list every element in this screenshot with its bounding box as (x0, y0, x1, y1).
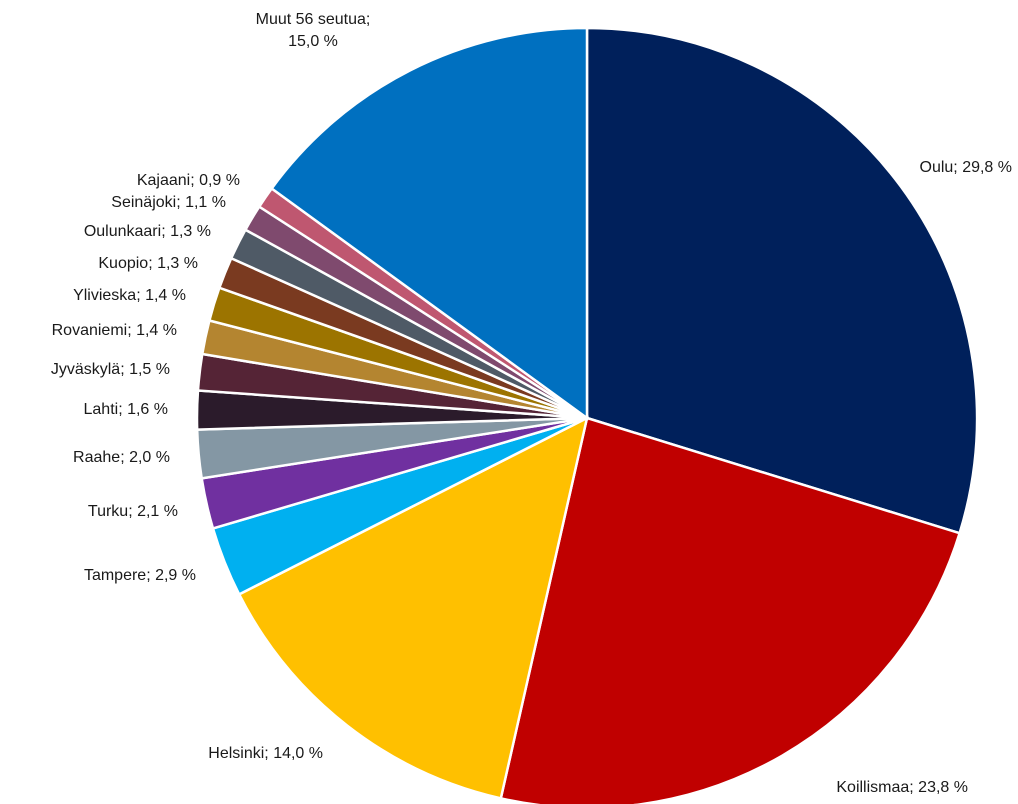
label-seinajoki: Seinäjoki; 1,1 % (111, 194, 226, 211)
slice-labels: Oulu; 29,8 % Koillismaa; 23,8 % Helsinki; … (51, 11, 1012, 796)
label-muut-56-seutua: Muut 56 seutua; 15,0 % (256, 11, 371, 50)
label-rovaniemi: Rovaniemi; 1,4 % (52, 322, 177, 339)
slice-muut-56-seutua (269, 26, 589, 421)
slice-helsinki (237, 415, 589, 800)
slice-koillismaa (499, 416, 962, 804)
label-ylivieska: Ylivieska; 1,4 % (73, 287, 186, 304)
label-helsinki: Helsinki; 14,0 % (208, 745, 323, 762)
label-oulunkaari: Oulunkaari; 1,3 % (84, 223, 211, 240)
slice-oulu (585, 26, 979, 535)
label-kajaani: Kajaani; 0,9 % (137, 172, 240, 189)
pie-slices (195, 26, 979, 804)
label-raahe: Raahe; 2,0 % (73, 449, 170, 466)
label-lahti: Lahti; 1,6 % (84, 401, 169, 418)
label-tampere: Tampere; 2,9 % (84, 567, 196, 584)
label-kuopio: Kuopio; 1,3 % (98, 255, 198, 272)
label-oulu: Oulu; 29,8 % (920, 159, 1013, 176)
label-turku: Turku; 2,1 % (88, 503, 178, 520)
label-jyvaskyla: Jyväskylä; 1,5 % (51, 361, 170, 378)
label-koillismaa: Koillismaa; 23,8 % (836, 779, 968, 796)
